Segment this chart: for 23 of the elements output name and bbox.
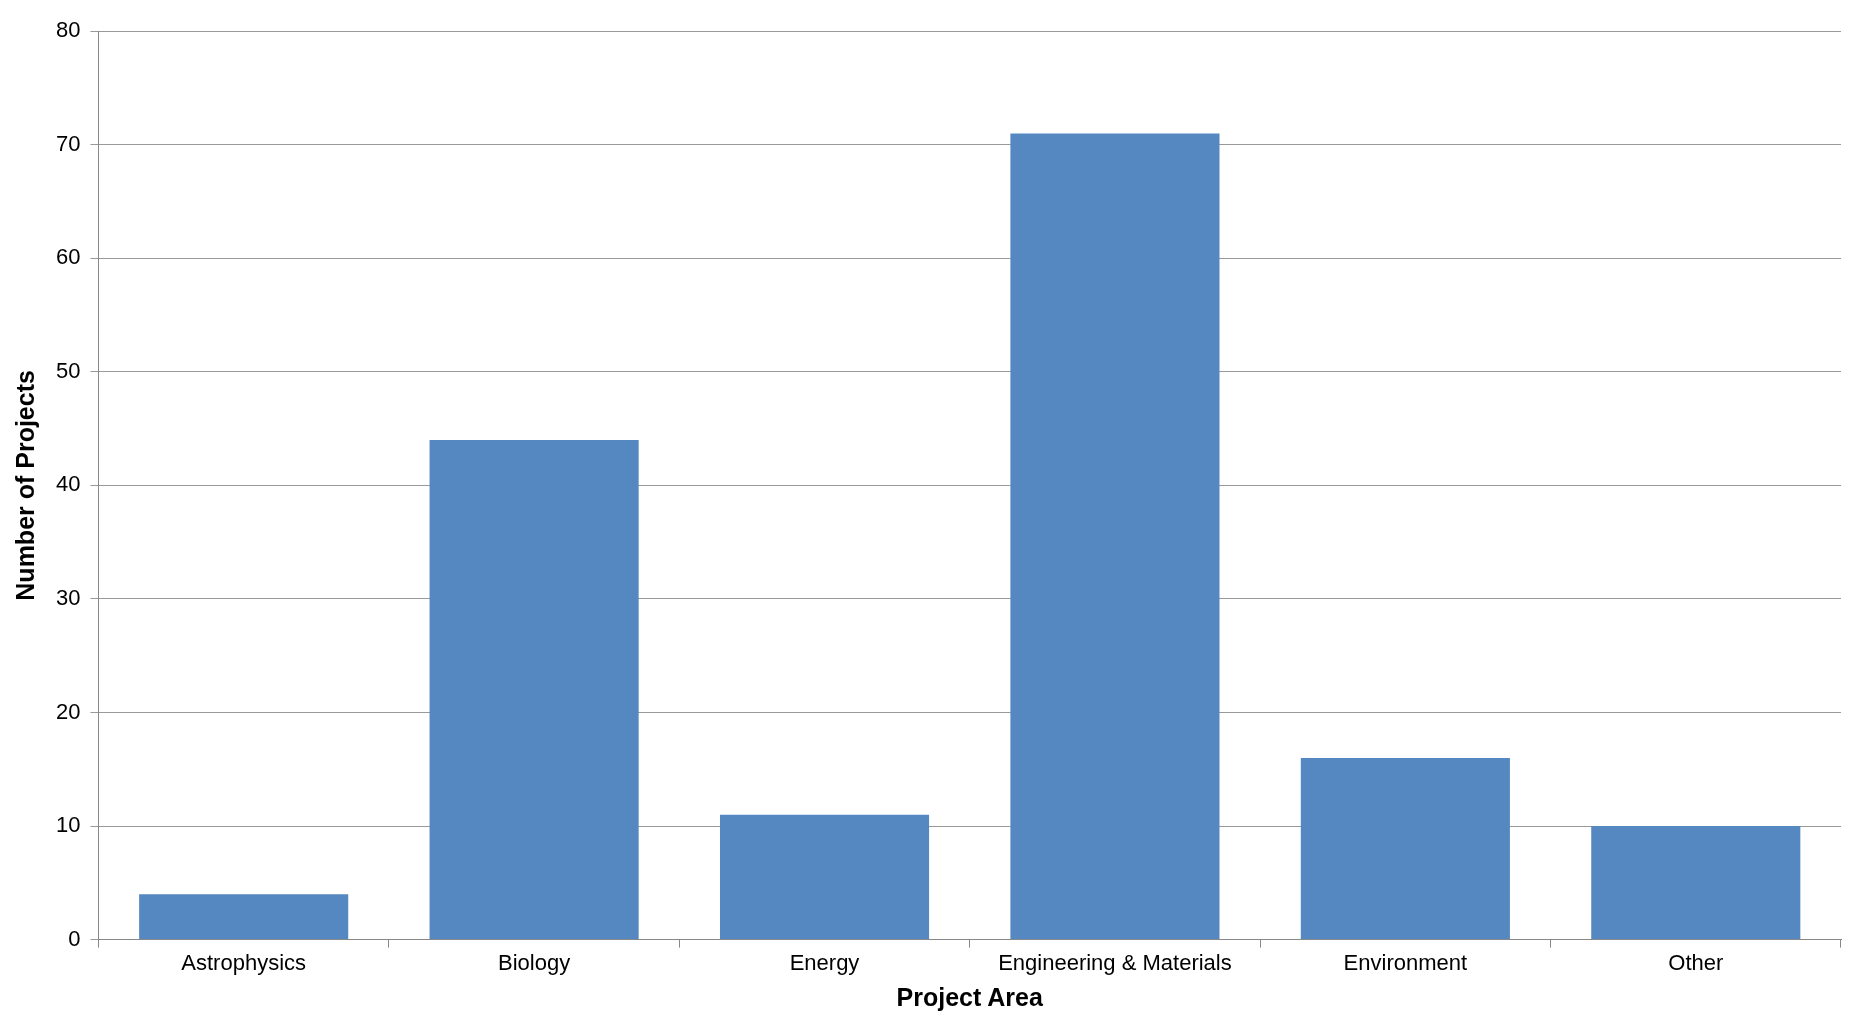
bar xyxy=(719,814,930,940)
bar xyxy=(1591,826,1801,940)
bar xyxy=(1010,133,1220,940)
y-tick-label: 60 xyxy=(55,244,81,270)
y-tick-label: 30 xyxy=(55,585,81,611)
x-tick-label: Other xyxy=(1668,949,1724,975)
bar xyxy=(429,439,639,940)
y-tick-label: 80 xyxy=(55,17,81,43)
x-axis-title: Project Area xyxy=(896,982,1045,1011)
y-tick-label: 50 xyxy=(55,357,81,383)
x-tick-label: Energy xyxy=(789,949,860,975)
y-tick-label: 10 xyxy=(55,812,81,838)
x-tick-label: Biology xyxy=(498,949,571,975)
bar xyxy=(139,894,349,940)
x-tick-label: Environment xyxy=(1343,949,1468,975)
x-tick-label: Engineering & Materials xyxy=(998,949,1232,975)
y-tick-label: 40 xyxy=(55,471,81,497)
y-tick-label: 20 xyxy=(55,698,81,724)
y-tick-label: 70 xyxy=(55,130,81,156)
bar xyxy=(1300,757,1510,940)
y-tick-label: 0 xyxy=(68,925,81,951)
y-axis-title: Number of Projects xyxy=(10,370,39,601)
x-tick-label: Astrophysics xyxy=(181,949,307,975)
